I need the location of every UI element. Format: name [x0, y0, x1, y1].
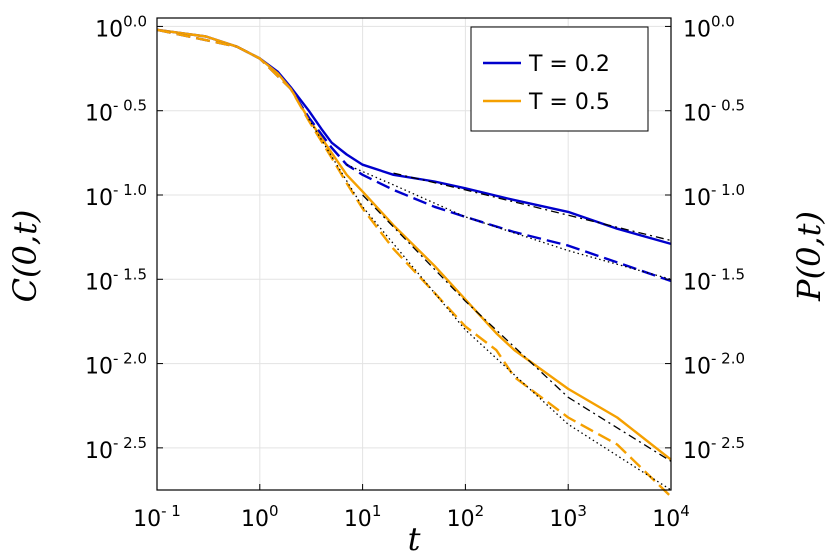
y-tick-label-left: 10- 2.0 [85, 350, 147, 380]
legend: T = 0.2 T = 0.5 [470, 26, 649, 132]
x-tick-label: 103 [549, 502, 587, 532]
y-tick-label-right: 10- 0.5 [683, 97, 745, 127]
series-line-5 [362, 194, 672, 462]
grid [156, 18, 672, 490]
y-tick-label-left: 100.0 [95, 12, 147, 42]
legend-box [470, 26, 649, 132]
y-tick-label-right: 10- 1.0 [683, 181, 745, 211]
legend-label: T = 0.2 [528, 52, 610, 77]
x-axis-title: t [408, 520, 421, 554]
series-line-7 [308, 118, 672, 491]
y-tick-label-right: 10- 1.5 [683, 265, 745, 295]
y-tick-label-right: 100.0 [683, 12, 735, 42]
tick-layer: 10- 1 100 101 102 103 104 100.0 10- 0.5 10- 1.0 1… [85, 12, 745, 532]
x-tick-label: 10- 1 [133, 502, 181, 532]
series-line-4 [393, 172, 672, 242]
y-tick-label-left: 10- 1.5 [85, 265, 147, 295]
y-tick-label-left: 10- 0.5 [85, 97, 147, 127]
legend-label: T = 0.5 [528, 90, 610, 115]
y-tick-label-right: 10- 2.5 [683, 434, 745, 464]
y-tick-label-left: 10- 1.0 [85, 181, 147, 211]
x-tick-label: 104 [652, 502, 690, 532]
x-tick-label: 100 [241, 502, 279, 532]
x-tick-label: 102 [447, 502, 485, 532]
y-tick-label-left: 10- 2.5 [85, 434, 147, 464]
series-layer [156, 28, 672, 498]
plot-frame [156, 17, 672, 491]
x-tick-label: 101 [344, 502, 382, 532]
y-tick-label-right: 10- 2.0 [683, 350, 745, 380]
y-axis-title-right: P(0,t) [790, 211, 828, 302]
series-line-3 [156, 28, 672, 498]
y-axis-title-left: C(0,t) [6, 210, 44, 303]
